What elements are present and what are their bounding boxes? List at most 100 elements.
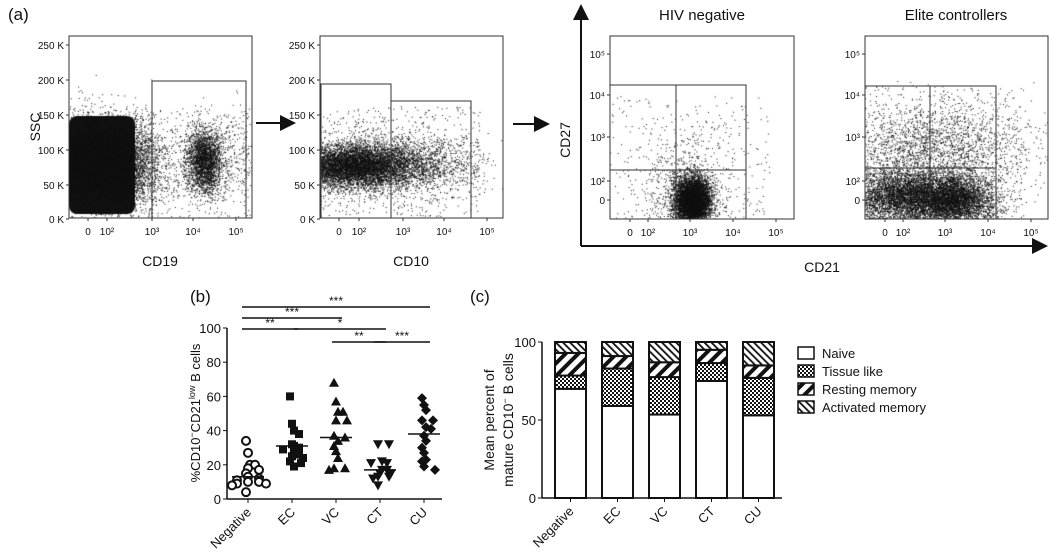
data-point-vc <box>331 415 341 425</box>
y-tick-label: 10⁴ <box>845 91 860 102</box>
flow-plot-cd19-ssc-dots <box>69 36 252 218</box>
data-point-cu <box>419 461 429 472</box>
data-point-ec <box>299 453 307 462</box>
gate-cd10-negative <box>320 83 392 219</box>
data-point-cu <box>426 423 436 434</box>
data-point-vc <box>324 464 334 474</box>
xlabel-cd21: CD21 <box>804 259 840 275</box>
data-point-negative <box>227 480 237 491</box>
panel-label-a: (a) <box>8 5 29 24</box>
y-tick-label: 150 K <box>38 111 64 122</box>
legend-label: Tissue like <box>822 364 883 379</box>
x-tick-label: 0 <box>85 227 91 238</box>
data-point-negative <box>261 478 271 489</box>
data-point-cu <box>421 405 431 416</box>
gate-cd10-positive <box>390 100 472 219</box>
bar-segment-resting-memory <box>648 361 681 379</box>
y-tick-label: 150 K <box>289 111 315 122</box>
data-point-ec <box>288 452 296 461</box>
xlabel-cd10: CD10 <box>393 253 429 269</box>
data-point-ec <box>297 459 305 468</box>
title-hiv-negative: HIV negative <box>659 7 745 24</box>
x-tick-label: 10³ <box>938 228 953 239</box>
y-tick-label: 100 K <box>289 146 315 157</box>
bar-segment-resting-memory <box>742 364 775 379</box>
y-tick-label: 0 <box>599 196 605 207</box>
ylabel-ssc: SSC <box>27 113 43 142</box>
bar-segment-resting-memory <box>554 351 587 377</box>
bar-segment-naive <box>601 404 634 499</box>
ylabel-part: B cells <box>500 353 516 398</box>
data-point-ec <box>290 426 298 435</box>
flow-plot-cd10-ssc-dots <box>320 36 503 218</box>
flow-plot-elite-controllers-dots <box>865 36 1048 219</box>
y-tick-label: 0 <box>529 491 536 506</box>
y-tick-label: 0 <box>854 196 860 207</box>
x-tick-label: 0 <box>336 227 342 238</box>
legend-label: Naive <box>822 346 855 361</box>
data-point-cu <box>430 464 440 475</box>
legend-swatch-tissue-like <box>797 364 815 378</box>
x-tick-label: CT <box>695 503 718 526</box>
x-tick-label: VC <box>647 504 670 527</box>
bar-segment-naive <box>648 413 681 500</box>
data-point-ct <box>373 481 383 491</box>
y-tick-label: 250 K <box>38 41 64 52</box>
data-point-vc <box>342 415 352 425</box>
bar-segment-tissue-like <box>554 374 587 390</box>
bar-segment-activated-memory <box>742 341 775 367</box>
x-tick-label: CU <box>741 504 765 528</box>
title-elite-controllers: Elite controllers <box>905 7 1008 24</box>
plot-frame <box>68 35 253 219</box>
bar-segment-naive <box>554 387 587 499</box>
y-tick-label: 20 <box>207 458 221 473</box>
x-tick-label: 10⁵ <box>768 228 783 239</box>
data-point-cu <box>421 435 431 446</box>
data-point-ec <box>279 445 287 454</box>
x-tick-label: 0 <box>882 228 888 239</box>
legend-swatch-activated-memory <box>797 400 815 414</box>
x-tick-label: EC <box>600 504 623 527</box>
flow-plot-hiv-negative-dots <box>610 36 794 219</box>
x-tick-label: 0 <box>627 228 633 239</box>
x-tick-label: CU <box>406 505 430 529</box>
y-tick-label: 60 <box>207 389 221 404</box>
x-tick-label: 10⁵ <box>479 227 494 238</box>
data-point-ec <box>295 430 303 439</box>
y-tick-label: 10³ <box>591 133 606 144</box>
data-point-ec <box>286 392 294 401</box>
data-point-vc <box>333 435 343 445</box>
ylabel-part: B cells <box>188 343 203 385</box>
x-tick-label: CT <box>363 504 386 527</box>
x-tick-label: Negative <box>530 504 577 551</box>
bar-segment-activated-memory <box>695 341 728 351</box>
y-tick-label: 40 <box>207 424 221 439</box>
data-point-negative <box>241 435 251 446</box>
x-tick-label: 10² <box>100 227 115 238</box>
ylabel-part: mature CD10 <box>500 403 516 486</box>
data-point-ec <box>288 419 296 428</box>
y-tick-label: 250 K <box>289 41 315 52</box>
legend-swatch-naive <box>797 346 815 360</box>
quadrant-gate <box>609 84 747 220</box>
ylabel-c-line2: mature CD10− B cells <box>500 353 516 487</box>
y-tick-label: 0 <box>214 492 221 507</box>
significance-label: *** <box>395 329 409 343</box>
x-tick-label: 10⁵ <box>228 227 243 238</box>
x-tick-label: 10³ <box>396 227 411 238</box>
ylabel-part: − <box>500 398 510 403</box>
x-tick-label: 10⁴ <box>725 228 740 239</box>
x-tick-label: 10² <box>641 228 656 239</box>
y-tick-label: 0 K <box>300 215 315 226</box>
significance-label: *** <box>285 305 299 319</box>
bar-segment-tissue-like <box>648 376 681 416</box>
significance-label: ** <box>265 316 275 330</box>
significance-label: * <box>338 316 343 330</box>
y-tick-label: 0 K <box>49 215 64 226</box>
bar-segment-naive <box>742 414 775 500</box>
data-point-negative <box>241 487 251 498</box>
ylabel-b: %CD10−CD21low B cells <box>187 343 203 482</box>
plot-frame <box>319 35 504 219</box>
